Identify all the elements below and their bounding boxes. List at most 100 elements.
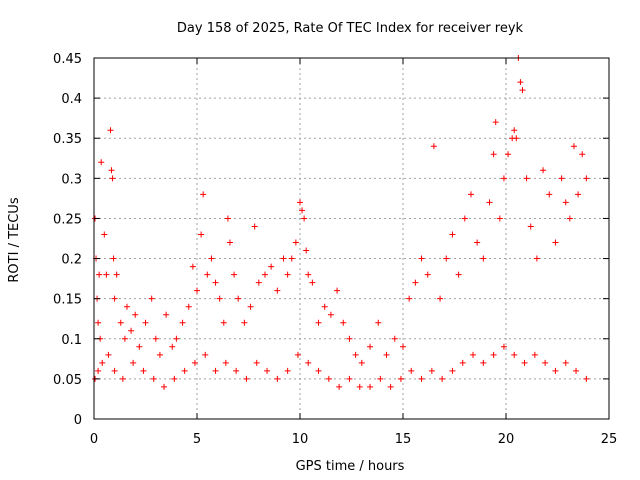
data-point (98, 159, 105, 166)
data-point (305, 271, 312, 278)
data-point (198, 231, 205, 238)
x-tick-label: 10 (292, 432, 309, 447)
data-point (327, 311, 334, 318)
data-point (461, 215, 468, 222)
data-point (121, 335, 128, 342)
y-tick-label: 0.45 (53, 52, 82, 67)
data-point (297, 199, 303, 206)
data-point (109, 175, 116, 182)
data-point (119, 375, 126, 382)
data-point (140, 367, 147, 374)
data-point (531, 351, 538, 358)
data-point (169, 343, 176, 350)
data-point (346, 375, 353, 382)
data-point (132, 311, 139, 318)
data-point (523, 175, 530, 182)
data-point (358, 359, 365, 366)
data-point (264, 367, 271, 374)
data-point (383, 351, 390, 358)
data-point (142, 319, 149, 326)
data-point (519, 87, 526, 94)
data-point (474, 239, 481, 246)
data-point (200, 191, 207, 198)
data-point (181, 367, 188, 374)
data-point (321, 303, 328, 310)
data-point (459, 359, 466, 366)
data-point (150, 375, 157, 382)
data-point (241, 319, 248, 326)
data-point (191, 359, 198, 366)
data-point (430, 143, 437, 150)
data-point (437, 295, 444, 302)
x-tick-label: 25 (601, 432, 618, 447)
data-point (194, 287, 200, 294)
y-tick-label: 0.4 (61, 92, 82, 107)
data-point (449, 231, 456, 238)
data-point (505, 151, 512, 158)
data-point (224, 215, 231, 222)
data-point (583, 375, 590, 382)
x-axis-label: GPS time / hours (296, 459, 405, 474)
data-point (216, 295, 223, 302)
data-point (163, 311, 170, 318)
data-point (113, 271, 120, 278)
data-point (540, 167, 547, 174)
data-point (424, 271, 431, 278)
data-point (253, 359, 260, 366)
data-point (261, 271, 268, 278)
data-point (387, 383, 394, 390)
data-point (315, 319, 322, 326)
data-point (108, 167, 115, 174)
data-point (101, 231, 108, 238)
data-point (492, 119, 499, 126)
data-point (243, 375, 250, 382)
data-point (255, 279, 262, 286)
data-point (546, 191, 553, 198)
x-tick-labels: 0 5 10 15 20 25 (90, 432, 617, 447)
data-point (226, 239, 233, 246)
data-point (185, 303, 192, 310)
x-tick-label: 0 (90, 432, 98, 447)
data-point (533, 255, 540, 262)
data-point (521, 359, 528, 366)
data-point (400, 343, 406, 350)
y-tick-label: 0.25 (53, 212, 82, 227)
data-point (356, 383, 363, 390)
data-point (367, 343, 374, 350)
data-point (202, 351, 209, 358)
data-point (367, 383, 374, 390)
data-point (179, 319, 186, 326)
data-point (173, 335, 180, 342)
data-point (552, 367, 559, 374)
data-point (171, 375, 178, 382)
data-point (542, 359, 549, 366)
data-point (95, 367, 102, 374)
data-point (517, 79, 524, 86)
data-point (467, 191, 474, 198)
data-point (573, 367, 580, 374)
data-point (583, 175, 590, 182)
data-point (212, 367, 219, 374)
data-point (418, 255, 425, 262)
data-point (480, 359, 487, 366)
data-point (511, 127, 518, 134)
x-tick-label: 20 (498, 432, 515, 447)
data-point (480, 255, 487, 262)
data-point (428, 367, 435, 374)
data-point (288, 255, 295, 262)
data-point (161, 383, 168, 390)
data-point (99, 359, 106, 366)
data-point (562, 199, 569, 206)
data-point (490, 151, 497, 158)
data-point (352, 351, 359, 358)
data-point (375, 319, 382, 326)
data-point (340, 319, 347, 326)
data-point (292, 239, 299, 246)
data-point (486, 199, 493, 206)
data-point (579, 151, 586, 158)
data-point (152, 335, 159, 342)
data-point (309, 279, 316, 286)
data-point (562, 359, 569, 366)
data-point (280, 255, 287, 262)
